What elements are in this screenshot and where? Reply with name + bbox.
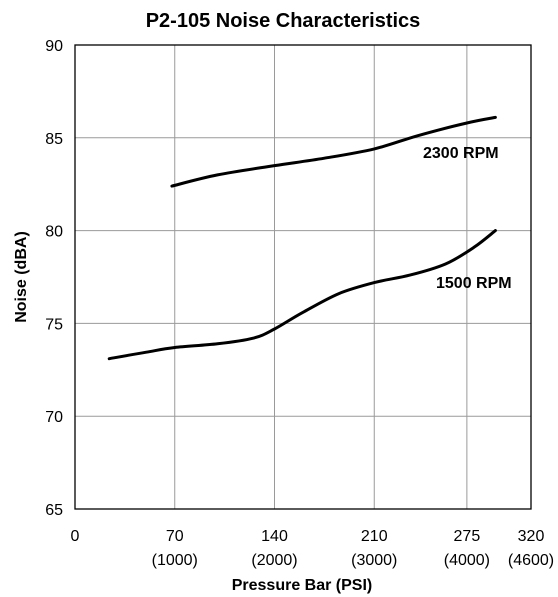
x-tick-sublabel-320: (4600) <box>508 552 554 569</box>
x-axis-title: Pressure Bar (PSI) <box>232 577 373 594</box>
y-axis-title: Noise (dBA) <box>13 231 30 323</box>
series-label-2300-rpm: 2300 RPM <box>423 145 499 162</box>
series-lines <box>107 115 497 361</box>
x-tick-label-140: 140 <box>261 528 288 545</box>
y-tick-label-80: 80 <box>45 224 63 241</box>
series-line-2300-rpm <box>170 115 497 188</box>
y-tick-label-75: 75 <box>45 316 63 333</box>
x-tick-label-70: 70 <box>166 528 184 545</box>
chart-title: P2-105 Noise Characteristics <box>146 10 421 32</box>
x-tick-label-320: 320 <box>518 528 545 545</box>
x-tick-label-210: 210 <box>361 528 388 545</box>
y-axis-ticks: 65 70 75 80 85 90 <box>45 38 63 519</box>
y-tick-label-85: 85 <box>45 131 63 148</box>
x-tick-sublabel-70: (1000) <box>152 552 198 569</box>
x-tick-sublabel-275: (4000) <box>444 552 490 569</box>
x-tick-sublabel-140: (2000) <box>251 552 297 569</box>
y-tick-label-65: 65 <box>45 502 63 519</box>
plot-frame <box>74 44 532 510</box>
x-tick-sublabel-210: (3000) <box>351 552 397 569</box>
x-tick-label-0: 0 <box>71 528 80 545</box>
x-tick-label-275: 275 <box>454 528 481 545</box>
y-tick-label-90: 90 <box>45 38 63 55</box>
series-line-1500-rpm <box>107 229 497 361</box>
x-axis-ticks: 0 70 (1000) 140 (2000) 210 (3000) 275 (4000) 320 (… <box>71 528 555 569</box>
series-label-1500-rpm: 1500 RPM <box>436 275 512 292</box>
y-tick-label-70: 70 <box>45 409 63 426</box>
